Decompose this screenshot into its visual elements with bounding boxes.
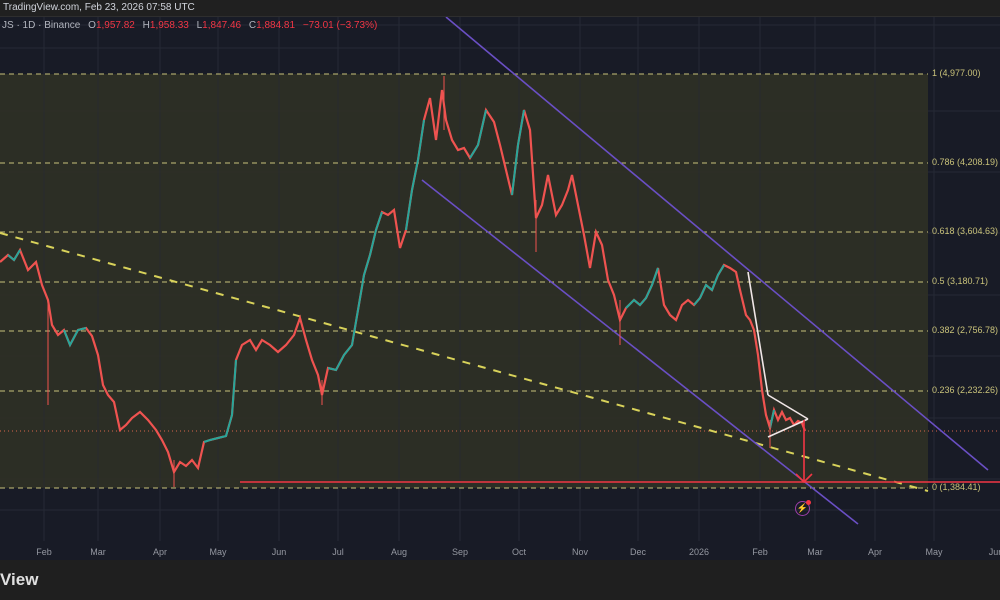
- fib-label-1: 1 (4,977.00): [932, 68, 981, 78]
- x-tick: Feb: [36, 547, 52, 557]
- ohlc-legend: JS · 1D · Binance O1,957.82 H1,958.33 L1…: [2, 20, 378, 31]
- triangle-pattern: [747, 271, 809, 438]
- fib-label-0236: 0.236 (2,232.26): [932, 385, 999, 395]
- low-value: 1,847.46: [202, 20, 242, 31]
- symbol-label: JS · 1D · Binance: [2, 20, 81, 31]
- x-tick: May: [209, 547, 227, 557]
- watermark-text: TradingView.com, Feb 23, 2026 07:58 UTC: [3, 2, 195, 13]
- x-tick: 2026: [688, 547, 710, 557]
- x-tick: Oct: [511, 547, 527, 557]
- fib-lines: [0, 73, 928, 489]
- fib-label-0: 0 (1,384.41): [932, 482, 981, 492]
- x-tick: Sep: [451, 547, 469, 557]
- long-trendline: [0, 232, 929, 492]
- x-tick: Jun: [988, 547, 1000, 557]
- x-tick: Mar: [807, 547, 823, 557]
- x-tick: Apr: [867, 547, 883, 557]
- candles: [0, 76, 807, 487]
- chart-pane[interactable]: JS · 1D · Binance O1,957.82 H1,958.33 L1…: [0, 17, 1000, 560]
- x-tick: Dec: [629, 547, 647, 557]
- brand-footer: View: [0, 560, 1000, 600]
- x-tick: Aug: [390, 547, 408, 557]
- target-arrow: [795, 420, 813, 484]
- channel-upper: [445, 17, 989, 471]
- change-value: −73.01 (−3.73%): [302, 20, 378, 31]
- fib-label-05: 0.5 (3,180.71): [932, 276, 989, 286]
- x-tick: Feb: [752, 547, 768, 557]
- fib-label-0786: 0.786 (4,208.19): [932, 157, 999, 167]
- time-axis[interactable]: Feb Mar Apr May Jun Jul Aug Sep Oct Nov …: [0, 541, 1000, 560]
- fib-label-0382: 0.382 (2,756.78): [932, 325, 999, 335]
- high-value: 1,958.33: [149, 20, 189, 31]
- price-chart-svg: [0, 17, 1000, 541]
- brand-text: View: [0, 570, 39, 589]
- x-tick: Mar: [90, 547, 106, 557]
- x-tick: May: [925, 547, 943, 557]
- x-tick: Apr: [152, 547, 168, 557]
- fib-zone: [0, 74, 928, 488]
- fib-label-0618: 0.618 (3,604.63): [932, 226, 999, 236]
- x-tick: Jun: [271, 547, 287, 557]
- close-value: 1,884.81: [256, 20, 296, 31]
- x-tick: Nov: [571, 547, 589, 557]
- x-tick: Jul: [332, 547, 344, 557]
- notification-dot: [806, 500, 811, 505]
- watermark-bar: TradingView.com, Feb 23, 2026 07:58 UTC: [0, 0, 1000, 17]
- events-lightning-icon[interactable]: ⚡: [795, 500, 811, 516]
- open-value: 1,957.82: [95, 20, 135, 31]
- channel-lower: [421, 179, 859, 525]
